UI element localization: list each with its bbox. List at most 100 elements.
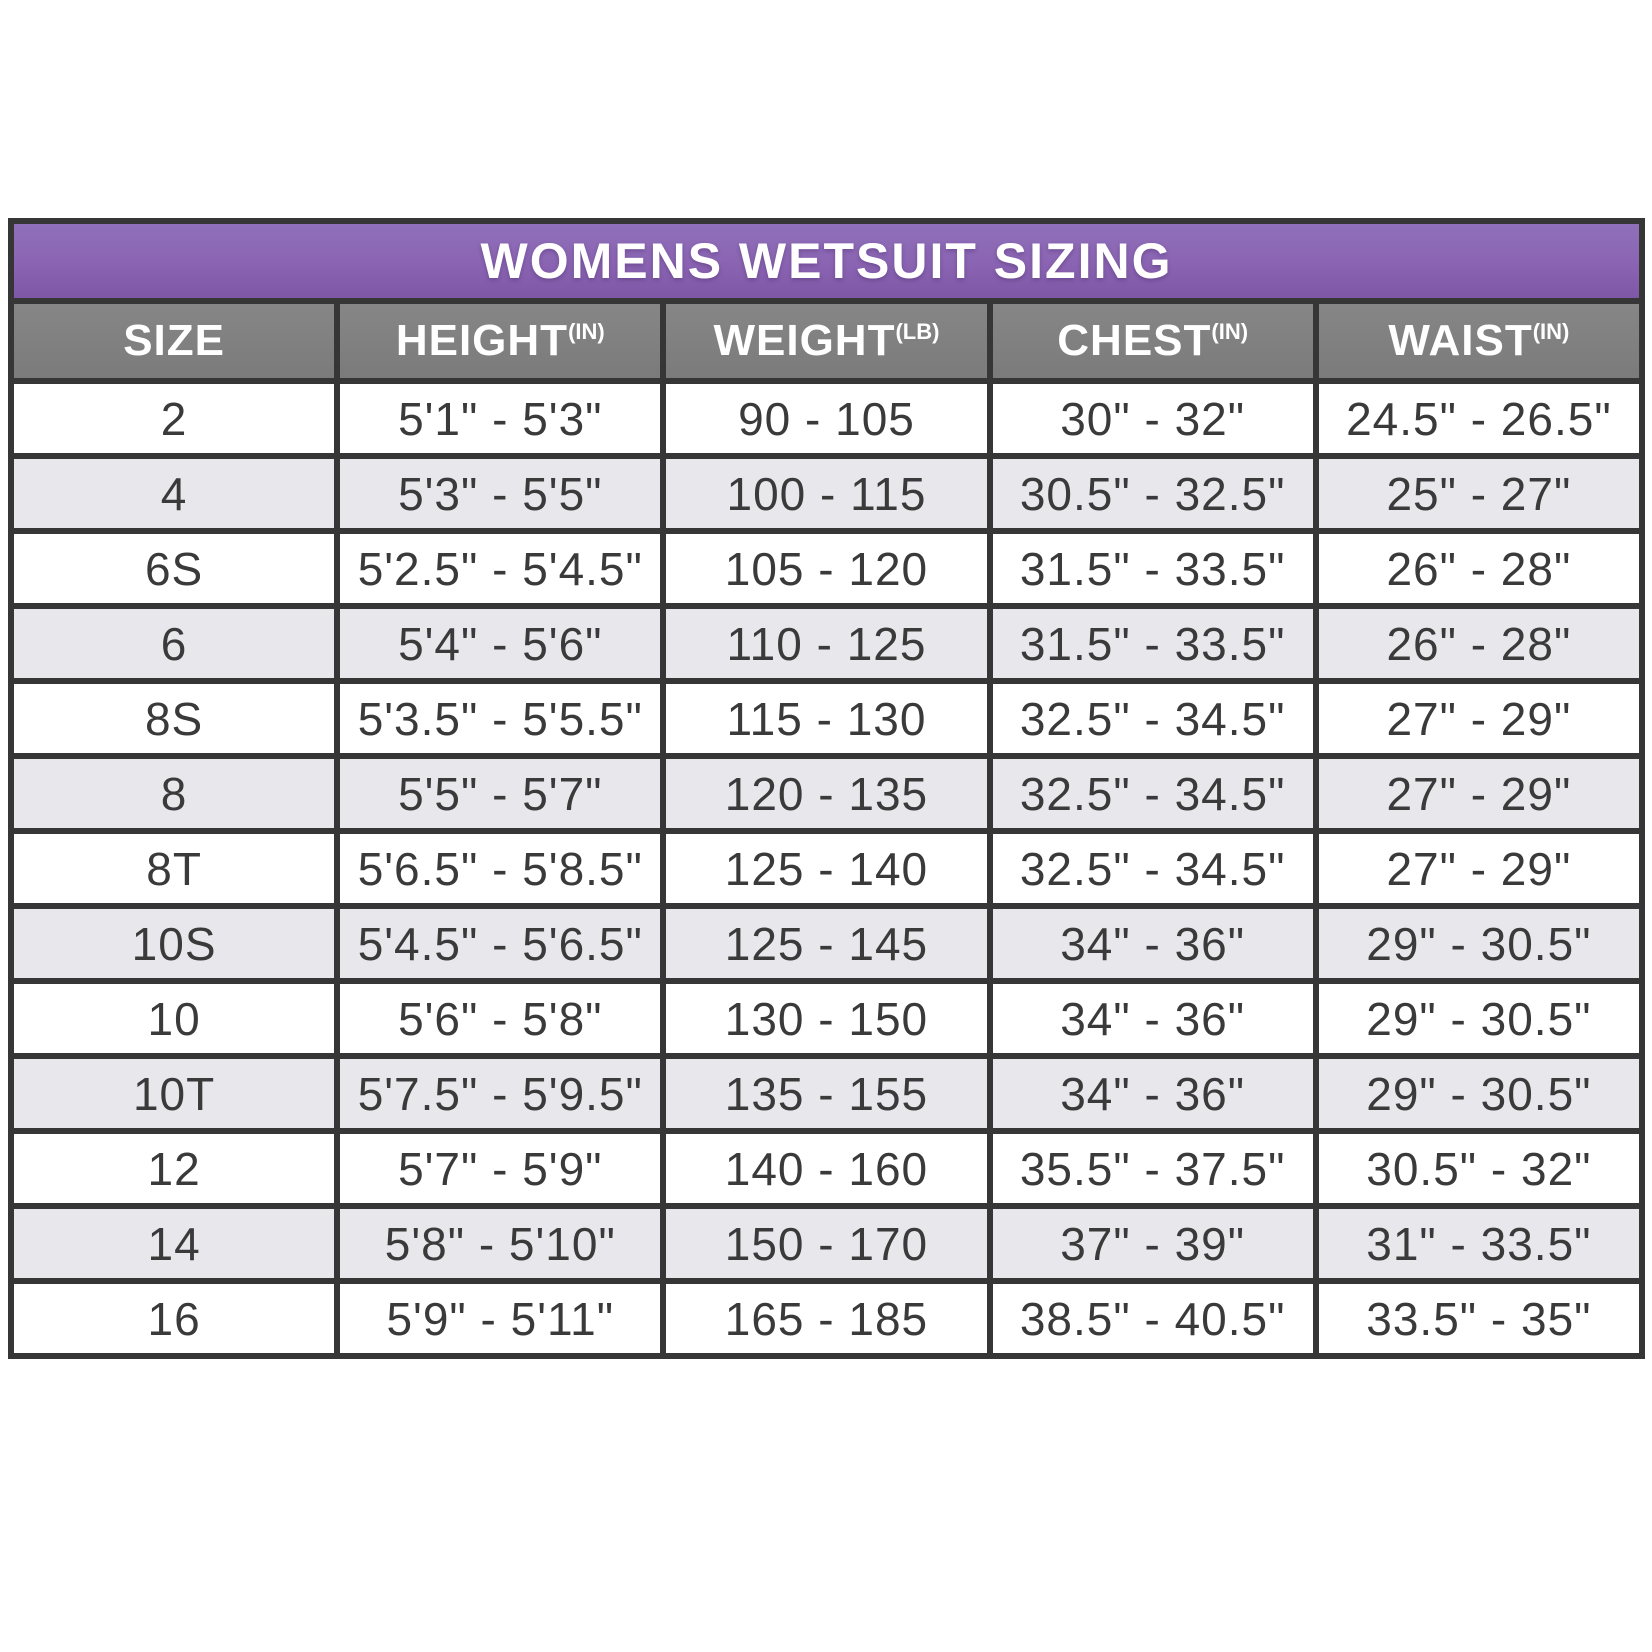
table-cell: 120 - 135 bbox=[660, 753, 993, 834]
table-cell: 30.5" - 32" bbox=[1312, 1128, 1646, 1209]
table-cell: 5'4.5" - 5'6.5" bbox=[334, 903, 667, 984]
table-cell: 37" - 39" bbox=[986, 1203, 1319, 1284]
table-cell: 8 bbox=[7, 753, 341, 834]
column-label-size: SIZE bbox=[123, 316, 225, 365]
column-unit-height: (IN) bbox=[568, 319, 605, 344]
table-cell: 125 - 145 bbox=[660, 903, 993, 984]
column-header-chest: CHEST(IN) bbox=[986, 298, 1319, 384]
table-cell: 6S bbox=[7, 528, 341, 609]
wetsuit-sizing-chart: WOMENS WETSUIT SIZING SIZE HEIGHT(IN) WE… bbox=[7, 218, 1646, 1359]
table-cell: 115 - 130 bbox=[660, 678, 993, 759]
table-cell: 27" - 29" bbox=[1312, 828, 1646, 909]
table-cell: 29" - 30.5" bbox=[1312, 1053, 1646, 1134]
table-cell: 5'4" - 5'6" bbox=[334, 603, 667, 684]
table-cell: 32.5" - 34.5" bbox=[986, 678, 1319, 759]
table-cell: 5'3.5" - 5'5.5" bbox=[334, 678, 667, 759]
table-cell: 31" - 33.5" bbox=[1312, 1203, 1646, 1284]
table-row: 6S 5'2.5" - 5'4.5" 105 - 120 31.5" - 33.5" 2… bbox=[7, 528, 1646, 609]
table-cell: 12 bbox=[7, 1128, 341, 1209]
column-header-size: SIZE bbox=[7, 298, 341, 384]
column-label-height: HEIGHT bbox=[395, 316, 569, 365]
table-row: 4 5'3" - 5'5" 100 - 115 30.5" - 32.5" 25" - … bbox=[7, 453, 1646, 534]
table-cell: 34" - 36" bbox=[986, 1053, 1319, 1134]
table-row: 6 5'4" - 5'6" 110 - 125 31.5" - 33.5" 26" - … bbox=[7, 603, 1646, 684]
table-cell: 105 - 120 bbox=[660, 528, 993, 609]
table-cell: 34" - 36" bbox=[986, 903, 1319, 984]
column-unit-chest: (IN) bbox=[1211, 319, 1249, 344]
table-cell: 27" - 29" bbox=[1312, 678, 1646, 759]
table-cell: 26" - 28" bbox=[1312, 528, 1646, 609]
chart-title: WOMENS WETSUIT SIZING bbox=[480, 233, 1173, 289]
column-label-chest: CHEST bbox=[1057, 316, 1212, 365]
table-cell: 10T bbox=[7, 1053, 341, 1134]
sizing-table-header: SIZE HEIGHT(IN) WEIGHT(LB) CHEST(IN) WAI… bbox=[7, 298, 1646, 384]
table-cell: 29" - 30.5" bbox=[1312, 978, 1646, 1059]
table-cell: 34" - 36" bbox=[986, 978, 1319, 1059]
table-cell: 32.5" - 34.5" bbox=[986, 828, 1319, 909]
table-cell: 110 - 125 bbox=[660, 603, 993, 684]
column-unit-waist: (IN) bbox=[1532, 319, 1570, 344]
table-row: 10S 5'4.5" - 5'6.5" 125 - 145 34" - 36" 29" … bbox=[7, 903, 1646, 984]
table-cell: 4 bbox=[7, 453, 341, 534]
column-label-waist: WAIST bbox=[1388, 316, 1533, 365]
table-cell: 90 - 105 bbox=[660, 378, 993, 459]
table-cell: 100 - 115 bbox=[660, 453, 993, 534]
table-cell: 5'1" - 5'3" bbox=[334, 378, 667, 459]
table-cell: 26" - 28" bbox=[1312, 603, 1646, 684]
table-row: 8S 5'3.5" - 5'5.5" 115 - 130 32.5" - 34.5" 2… bbox=[7, 678, 1646, 759]
table-cell: 5'8" - 5'10" bbox=[334, 1203, 667, 1284]
header-row: SIZE HEIGHT(IN) WEIGHT(LB) CHEST(IN) WAI… bbox=[7, 298, 1646, 384]
column-header-weight: WEIGHT(LB) bbox=[660, 298, 993, 384]
column-unit-weight: (LB) bbox=[895, 319, 940, 344]
table-cell: 5'6" - 5'8" bbox=[334, 978, 667, 1059]
table-cell: 24.5" - 26.5" bbox=[1312, 378, 1646, 459]
table-cell: 8S bbox=[7, 678, 341, 759]
table-cell: 6 bbox=[7, 603, 341, 684]
sizing-table-body: 2 5'1" - 5'3" 90 - 105 30" - 32" 24.5" - 26.… bbox=[7, 378, 1646, 1359]
chart-title-bar: WOMENS WETSUIT SIZING bbox=[8, 218, 1645, 298]
table-cell: 32.5" - 34.5" bbox=[986, 753, 1319, 834]
column-header-waist: WAIST(IN) bbox=[1312, 298, 1646, 384]
table-cell: 135 - 155 bbox=[660, 1053, 993, 1134]
table-cell: 14 bbox=[7, 1203, 341, 1284]
table-cell: 31.5" - 33.5" bbox=[986, 603, 1319, 684]
table-row: 12 5'7" - 5'9" 140 - 160 35.5" - 37.5" 30.5"… bbox=[7, 1128, 1646, 1209]
table-row: 10 5'6" - 5'8" 130 - 150 34" - 36" 29" - 30.… bbox=[7, 978, 1646, 1059]
table-row: 2 5'1" - 5'3" 90 - 105 30" - 32" 24.5" - 26.… bbox=[7, 378, 1646, 459]
table-row: 8 5'5" - 5'7" 120 - 135 32.5" - 34.5" 27" - … bbox=[7, 753, 1646, 834]
table-cell: 5'3" - 5'5" bbox=[334, 453, 667, 534]
table-cell: 10S bbox=[7, 903, 341, 984]
table-cell: 30" - 32" bbox=[986, 378, 1319, 459]
table-row: 14 5'8" - 5'10" 150 - 170 37" - 39" 31" - 33… bbox=[7, 1203, 1646, 1284]
table-cell: 30.5" - 32.5" bbox=[986, 453, 1319, 534]
table-cell: 25" - 27" bbox=[1312, 453, 1646, 534]
column-header-height: HEIGHT(IN) bbox=[334, 298, 667, 384]
table-cell: 125 - 140 bbox=[660, 828, 993, 909]
table-cell: 165 - 185 bbox=[660, 1278, 993, 1359]
table-cell: 38.5" - 40.5" bbox=[986, 1278, 1319, 1359]
table-cell: 2 bbox=[7, 378, 341, 459]
table-cell: 5'6.5" - 5'8.5" bbox=[334, 828, 667, 909]
table-cell: 140 - 160 bbox=[660, 1128, 993, 1209]
table-cell: 5'5" - 5'7" bbox=[334, 753, 667, 834]
sizing-table: SIZE HEIGHT(IN) WEIGHT(LB) CHEST(IN) WAI… bbox=[7, 298, 1646, 1359]
table-cell: 10 bbox=[7, 978, 341, 1059]
table-cell: 5'7" - 5'9" bbox=[334, 1128, 667, 1209]
table-cell: 35.5" - 37.5" bbox=[986, 1128, 1319, 1209]
table-row: 16 5'9" - 5'11" 165 - 185 38.5" - 40.5" 33.5… bbox=[7, 1278, 1646, 1359]
table-cell: 16 bbox=[7, 1278, 341, 1359]
table-cell: 31.5" - 33.5" bbox=[986, 528, 1319, 609]
table-cell: 5'2.5" - 5'4.5" bbox=[334, 528, 667, 609]
table-cell: 130 - 150 bbox=[660, 978, 993, 1059]
table-cell: 27" - 29" bbox=[1312, 753, 1646, 834]
table-cell: 5'7.5" - 5'9.5" bbox=[334, 1053, 667, 1134]
table-cell: 8T bbox=[7, 828, 341, 909]
table-row: 10T 5'7.5" - 5'9.5" 135 - 155 34" - 36" 29" … bbox=[7, 1053, 1646, 1134]
table-cell: 150 - 170 bbox=[660, 1203, 993, 1284]
table-row: 8T 5'6.5" - 5'8.5" 125 - 140 32.5" - 34.5" 2… bbox=[7, 828, 1646, 909]
column-label-weight: WEIGHT bbox=[713, 316, 896, 365]
table-cell: 33.5" - 35" bbox=[1312, 1278, 1646, 1359]
table-cell: 5'9" - 5'11" bbox=[334, 1278, 667, 1359]
table-cell: 29" - 30.5" bbox=[1312, 903, 1646, 984]
